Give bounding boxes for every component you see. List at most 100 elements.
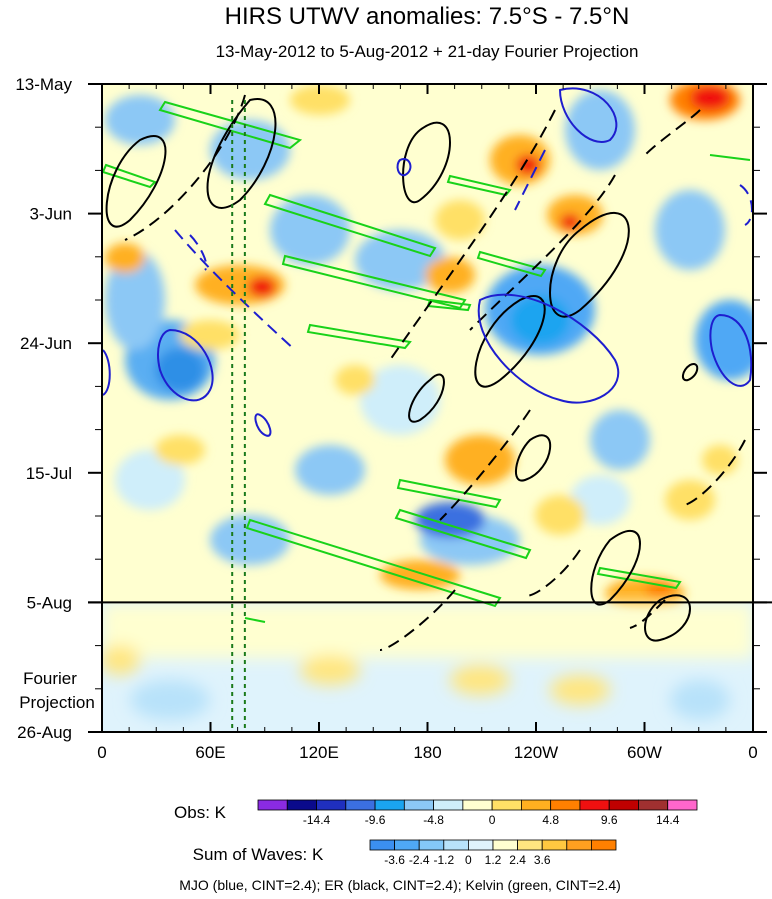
colorbar-swatch: [462, 799, 493, 811]
obs-blob: [105, 95, 175, 145]
x-tick-label: 0: [748, 743, 757, 762]
mjo-contour: [254, 413, 272, 437]
obs-blob: [210, 120, 290, 180]
waves-colorbar-label: Sum of Waves: K: [193, 845, 324, 864]
colorbar-swatch: [433, 799, 464, 811]
er-contour: [524, 549, 581, 597]
chart-title: HIRS UTWV anomalies: 7.5°S - 7.5°N: [225, 3, 630, 30]
projection-label-line1: Fourier: [23, 669, 77, 688]
mjo-contour: [558, 87, 618, 143]
colorbar-swatch: [316, 799, 347, 811]
colorbar-swatch: [521, 799, 552, 811]
mjo-contour: [157, 328, 214, 402]
obs-blob: [695, 300, 753, 380]
colorbar-tick-label: 14.4: [656, 813, 680, 827]
mjo-contour: [396, 158, 412, 177]
mjo-negative-contours: [174, 149, 753, 351]
er-contour: [379, 589, 456, 651]
colorbar-tick-label: -2.4: [409, 853, 430, 867]
colorbar-swatch: [579, 799, 610, 811]
colorbar-tick-label: -1.2: [433, 853, 454, 867]
obs-blob: [445, 435, 515, 485]
er-contour: [469, 174, 616, 331]
er-contour: [644, 109, 701, 156]
obs-blob: [547, 195, 603, 235]
chart-subtitle: 13-May-2012 to 5-Aug-2012 + 21-day Fouri…: [216, 42, 639, 61]
er-contour: [408, 373, 445, 423]
kelvin-contour: [158, 100, 303, 150]
obs-colorbar: -14.4 -9.6 -4.8 0 4.8 9.6 14.4: [257, 799, 698, 827]
colorbar-swatch: [608, 799, 639, 811]
proj-blob: [550, 675, 610, 705]
colorbar-tick-label: -14.4: [303, 813, 331, 827]
colorbar-swatch: [369, 839, 396, 851]
er-negative-contours: [124, 94, 746, 651]
y-tick-label: 13-May: [15, 75, 72, 94]
er-contour: [514, 434, 552, 482]
kelvin-contour: [396, 478, 502, 509]
colorbar-tick-label: 0: [489, 813, 496, 827]
obs-blob: [115, 450, 185, 510]
plot-area: [102, 84, 753, 732]
obs-blob: [105, 243, 145, 273]
obs-blob: [655, 190, 725, 270]
y-tick-label: 26-Aug: [17, 723, 72, 742]
colorbar-swatch: [667, 799, 698, 811]
obs-blob: [270, 195, 350, 265]
y-tick-label: 5-Aug: [27, 593, 72, 612]
kelvin-contour: [709, 154, 751, 161]
obs-colorbar-label: Obs: K: [174, 803, 227, 822]
kelvin-contour: [596, 566, 682, 590]
proj-blob: [300, 655, 360, 685]
colorbar-tick-label: -3.6: [384, 853, 405, 867]
mjo-contour: [174, 229, 296, 351]
kelvin-contour: [281, 254, 467, 310]
mjo-contour: [102, 349, 111, 396]
obs-blob: [290, 85, 350, 115]
waves-colorbar: -3.6 -2.4 -1.2 0 1.2 2.4 3.6: [369, 839, 617, 867]
obs-blob: [248, 277, 276, 297]
footer-legend: MJO (blue, CINT=2.4); ER (black, CINT=2.…: [179, 877, 621, 893]
obs-blob: [570, 475, 630, 525]
colorbar-swatch: [591, 839, 617, 851]
er-contour: [124, 94, 246, 241]
mjo-contour: [477, 293, 620, 404]
x-tick-label: 0: [97, 743, 106, 762]
colorbar-swatch: [491, 799, 522, 811]
er-contour: [684, 439, 746, 506]
colorbar-swatch: [492, 839, 519, 851]
colorbar-swatch: [394, 839, 420, 851]
x-tick-label: 120E: [299, 743, 339, 762]
colorbar-swatch: [541, 839, 568, 851]
proj-blob: [130, 680, 210, 720]
obs-blob: [155, 348, 205, 392]
x-tick-label: 60W: [627, 743, 662, 762]
colorbar-swatch: [257, 799, 288, 811]
obs-blob: [360, 365, 440, 435]
mjo-contour: [709, 313, 753, 387]
colorbar-swatch: [550, 799, 581, 811]
obs-blob: [155, 435, 205, 465]
colorbar-swatch: [566, 839, 592, 851]
colorbar-tick-label: -9.6: [365, 813, 386, 827]
colorbar-swatch: [418, 839, 445, 851]
er-contour: [682, 363, 699, 382]
proj-blob: [102, 645, 140, 675]
obs-blob: [295, 445, 365, 495]
colorbar-swatch: [517, 839, 543, 851]
er-contour: [439, 409, 531, 521]
obs-blob: [560, 214, 580, 230]
colorbar-tick-label: 2.4: [509, 853, 526, 867]
colorbar-swatch: [443, 839, 469, 851]
er-contour: [549, 211, 630, 318]
mjo-contour: [739, 184, 753, 226]
kelvin-contour: [476, 250, 547, 278]
colorbar-swatch: [286, 799, 317, 811]
colorbar-swatch: [374, 799, 405, 811]
obs-blob: [435, 200, 485, 240]
kelvin-contour: [244, 617, 266, 623]
y-tick-label: 24-Jun: [20, 334, 72, 353]
obs-blob: [702, 445, 738, 475]
er-contour: [402, 121, 451, 204]
